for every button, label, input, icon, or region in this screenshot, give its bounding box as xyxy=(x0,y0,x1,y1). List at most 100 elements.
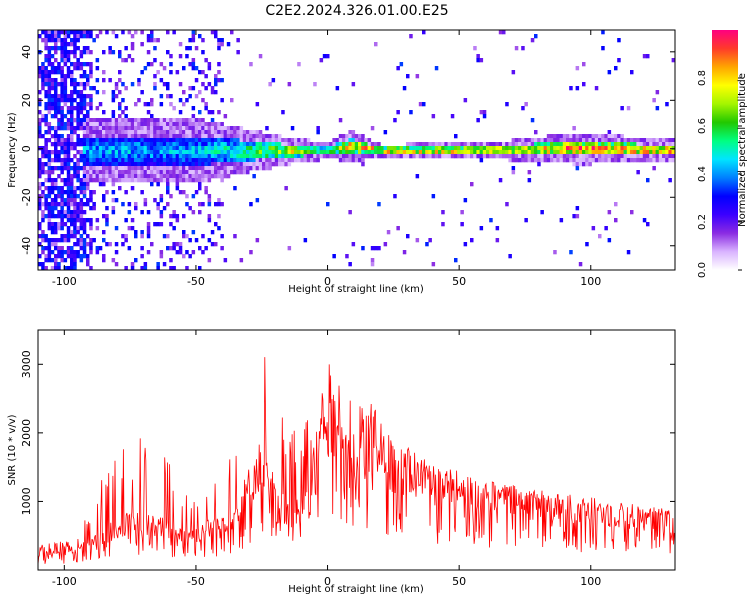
spectrogram-cell xyxy=(166,86,170,91)
spectrogram-cell xyxy=(156,182,160,187)
spectrogram-cell xyxy=(41,66,45,71)
spectrogram-cell xyxy=(66,170,71,175)
spectrogram-cell xyxy=(79,226,84,231)
spectrogram-cell xyxy=(630,142,634,147)
spectrogram-cell xyxy=(578,134,583,139)
spectrogram-cell xyxy=(60,66,64,71)
spectrogram-cell xyxy=(57,82,61,87)
spectrogram-cell xyxy=(150,158,154,163)
spectrogram-cell xyxy=(655,158,660,163)
spectrogram-cell xyxy=(198,182,202,187)
spectrogram-cell xyxy=(134,130,138,135)
spectrogram-cell xyxy=(415,146,420,151)
spectrogram-cell xyxy=(422,142,426,147)
spectrogram-cell xyxy=(50,30,55,35)
spectrogram-cell xyxy=(409,146,413,151)
spectrogram-cell xyxy=(585,242,589,247)
spectrogram-cell xyxy=(655,138,660,143)
spectrogram-cell xyxy=(124,234,128,239)
spectrogram-cell xyxy=(473,154,477,159)
spectrogram-cell xyxy=(166,234,170,239)
colorbar-tick-label: 0.0 xyxy=(697,262,708,278)
spectrogram-cell xyxy=(585,154,589,159)
spectrogram-cell xyxy=(607,146,612,151)
spectrogram-cell xyxy=(194,162,199,167)
spectrogram-cell xyxy=(351,242,356,247)
spectrogram-cell xyxy=(191,230,196,235)
spectrogram-cell xyxy=(105,222,109,227)
spectrogram-cell xyxy=(226,130,231,135)
spectrogram-cell xyxy=(415,154,420,159)
spectrogram-cell xyxy=(70,194,74,199)
spectrogram-cell xyxy=(47,254,52,259)
spectrogram-cell xyxy=(588,142,592,147)
spectrogram-cell xyxy=(617,150,621,155)
spectrogram-cell xyxy=(377,150,381,155)
spectrogram-cell xyxy=(156,262,160,267)
spectrogram-cell xyxy=(396,226,400,231)
spectrogram-cell xyxy=(300,142,304,147)
spectrogram-cell xyxy=(146,230,151,235)
spectrogram-cell xyxy=(57,202,61,207)
spectrogram-cell xyxy=(233,170,237,175)
spectrogram-cell xyxy=(143,134,148,139)
spectrogram-cell xyxy=(66,142,71,147)
spectrogram-cell xyxy=(44,178,48,183)
spectrogram-cell xyxy=(540,142,544,147)
spectrogram-cell xyxy=(54,138,58,143)
spectrogram-cell xyxy=(124,154,128,159)
spectrogram-cell xyxy=(63,50,68,55)
spectrogram-cell xyxy=(185,138,189,143)
spectrogram-cell xyxy=(521,46,525,51)
spectrogram-cell xyxy=(194,238,199,243)
spectrogram-cell xyxy=(630,70,634,75)
spectrogram-cell xyxy=(76,142,80,147)
spectrogram-cell xyxy=(252,174,256,179)
spectrogram-cell xyxy=(428,154,432,159)
spectrogram-cell xyxy=(70,138,74,143)
spectrogram-cell xyxy=(553,158,557,163)
spectrogram-cell xyxy=(313,150,317,155)
spectrogram-cell xyxy=(316,126,320,131)
spectrogram-cell xyxy=(98,182,103,187)
spectrogram-cell xyxy=(118,54,122,59)
spectrogram-cell xyxy=(210,126,215,131)
spectrogram-cell xyxy=(111,98,116,103)
spectrogram-cell xyxy=(70,182,74,187)
spectrogram-cell xyxy=(86,162,90,167)
spectrogram-cell xyxy=(178,246,183,251)
spectrogram-cell xyxy=(98,150,103,155)
spectrogram-cell xyxy=(82,46,87,51)
spectrogram-cell xyxy=(178,162,183,167)
spectrogram-cell xyxy=(386,150,391,155)
spectrogram-cell xyxy=(86,166,90,171)
spectrogram-cell xyxy=(418,150,423,155)
spectrogram-cell xyxy=(79,122,84,127)
spectrogram-cell xyxy=(182,142,186,147)
spectrogram-cell xyxy=(162,262,167,267)
spectrogram-cell xyxy=(178,118,183,123)
spectrogram-cell xyxy=(598,150,602,155)
spectrogram-cell xyxy=(454,134,458,139)
spectrogram-cell xyxy=(281,150,285,155)
spectrogram-cell xyxy=(134,126,138,131)
spectrogram-cell xyxy=(588,150,592,155)
spectrogram-cell xyxy=(217,70,221,75)
spectrogram-cell xyxy=(594,138,599,143)
spectrogram-cell xyxy=(159,250,164,255)
spectrogram-cell xyxy=(175,250,180,255)
spectrogram-cell xyxy=(236,158,240,163)
spectrogram-cell xyxy=(479,58,484,63)
spectrogram-cell xyxy=(137,158,141,163)
spectrogram-cell xyxy=(162,146,167,151)
spectrogram-cell xyxy=(236,166,240,171)
spectrogram-cell xyxy=(114,130,119,135)
spectrogram-cell xyxy=(367,142,372,147)
spectrogram-cell xyxy=(210,146,215,151)
spectrogram-cell xyxy=(86,150,90,155)
spectrogram-cell xyxy=(54,90,58,95)
spectrogram-cell xyxy=(47,190,52,195)
spectrogram-cell xyxy=(82,158,87,163)
spectrogram-cell xyxy=(108,162,112,167)
spectrogram-cell xyxy=(50,210,55,215)
